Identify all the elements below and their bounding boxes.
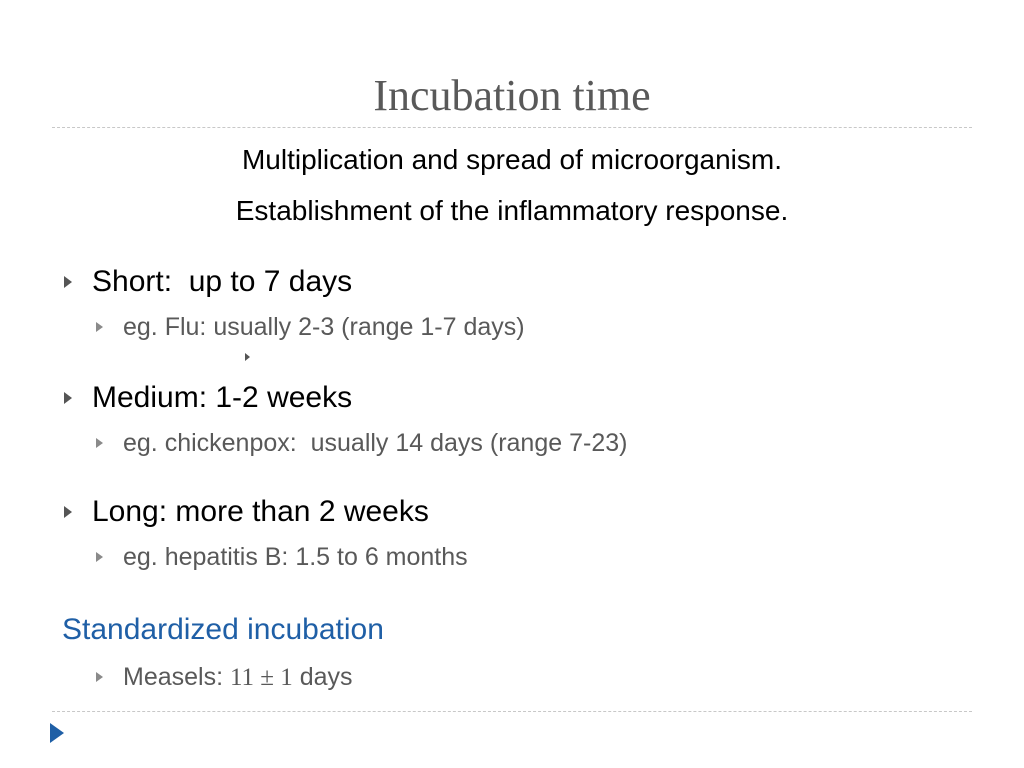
measels-unit: days xyxy=(292,663,353,691)
bullet-arrow-icon xyxy=(64,392,72,404)
nav-play-icon[interactable] xyxy=(50,723,64,743)
sub-bullet-arrow-icon xyxy=(96,672,103,682)
stray-bullet-arrow-icon xyxy=(245,353,250,361)
sub-bullet-arrow-icon xyxy=(96,552,103,562)
bullet-long: Long: more than 2 weeks xyxy=(92,495,429,528)
bullet-medium: Medium: 1-2 weeks xyxy=(92,381,353,414)
sub-bullet-arrow-icon xyxy=(96,322,103,332)
subtitle-line-1: Multiplication and spread of microorgani… xyxy=(241,144,783,175)
measels-value: 11 ± 1 xyxy=(229,664,293,691)
slide-title: Incubation time xyxy=(373,71,651,120)
bottom-divider xyxy=(52,711,972,712)
bullet-short: Short: up to 7 days xyxy=(92,265,353,298)
subtitle-line-2: Establishment of the inflammatory respon… xyxy=(235,195,789,226)
sub-bullet-flu: eg. Flu: usually 2-3 (range 1-7 days) xyxy=(123,313,525,341)
sub-bullet-measels: Measels: 11 ± 1 days xyxy=(123,662,353,693)
sub-bullet-hepatitis: eg. hepatitis B: 1.5 to 6 months xyxy=(123,543,468,571)
sub-bullet-chickenpox: eg. chickenpox: usually 14 days (range 7… xyxy=(123,429,628,457)
top-divider xyxy=(52,127,972,128)
sub-bullet-arrow-icon xyxy=(96,438,103,448)
measels-label: Measels: xyxy=(123,663,230,691)
standardized-heading: Standardized incubation xyxy=(62,613,384,646)
bullet-arrow-icon xyxy=(64,506,72,518)
bullet-arrow-icon xyxy=(64,276,72,288)
